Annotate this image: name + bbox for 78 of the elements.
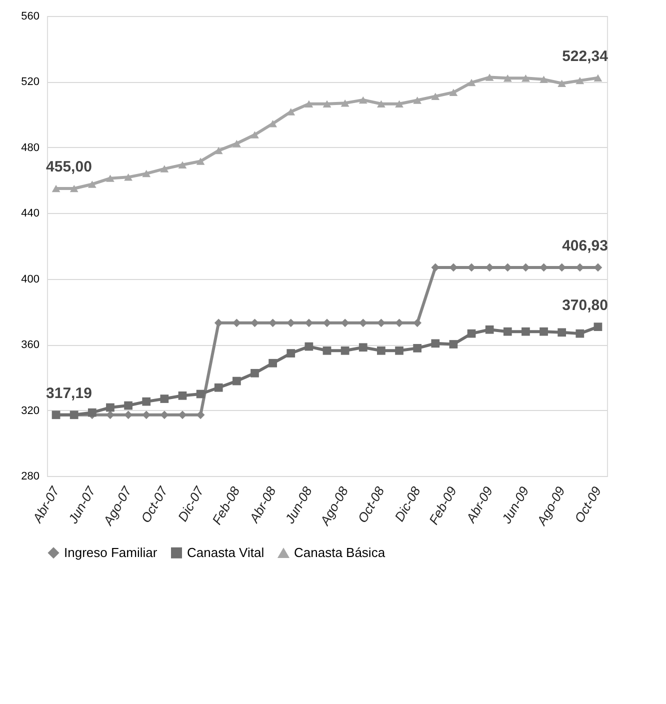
y-tick-label: 400: [21, 273, 40, 286]
point: [413, 344, 422, 352]
point: [340, 99, 350, 107]
point: [431, 92, 440, 100]
point: [178, 391, 187, 400]
point: [431, 339, 440, 348]
legend-label: Canasta Vital: [187, 544, 264, 560]
point: [576, 76, 584, 84]
legend-label: Ingreso Familiar: [64, 544, 158, 560]
point: [304, 100, 314, 108]
point: [106, 403, 114, 412]
point: [160, 394, 169, 403]
annotation: 522,34: [562, 48, 609, 65]
point: [142, 170, 151, 178]
y-tick-label: 320: [21, 404, 40, 417]
point: [503, 74, 512, 82]
point: [214, 383, 223, 392]
y-tick-label: 360: [21, 339, 40, 352]
point: [395, 318, 404, 328]
point: [558, 328, 566, 337]
point: [467, 329, 476, 338]
y-tick-label: 280: [21, 470, 40, 482]
point: [88, 408, 96, 417]
point: [413, 96, 422, 104]
point: [250, 368, 259, 378]
y-tick-label: 560: [21, 10, 40, 22]
point: [540, 327, 548, 336]
y-tick-label: 440: [21, 208, 40, 220]
annotation: 370,80: [562, 296, 608, 314]
point: [340, 346, 350, 355]
point: [358, 343, 368, 352]
point: [395, 346, 404, 355]
point: [395, 100, 404, 108]
point: [485, 74, 494, 81]
point: [449, 88, 458, 96]
point: [522, 327, 530, 336]
point: [503, 327, 512, 336]
point: [377, 346, 386, 355]
point: [70, 184, 78, 192]
point: [377, 100, 386, 108]
point: [232, 140, 241, 148]
point: [88, 180, 96, 188]
annotation: 406,93: [562, 237, 608, 254]
point: [214, 146, 223, 154]
point: [485, 325, 494, 334]
point: [124, 401, 132, 410]
point: [196, 390, 205, 398]
annotation: 455,00: [46, 158, 92, 176]
point: [196, 158, 205, 165]
point: [540, 76, 548, 84]
point: [594, 74, 602, 82]
point: [142, 397, 151, 406]
point: [304, 342, 314, 351]
point: [178, 161, 187, 168]
point: [268, 120, 277, 128]
point: [268, 358, 277, 368]
point: [160, 165, 169, 172]
point: [449, 340, 458, 348]
y-tick-label: 480: [21, 142, 40, 154]
point: [250, 318, 259, 328]
point: [576, 329, 584, 338]
point: [52, 184, 60, 192]
point: [106, 174, 114, 182]
point: [322, 100, 332, 108]
point: [594, 322, 602, 332]
point: [106, 410, 114, 420]
point: [558, 80, 566, 87]
point: [232, 376, 241, 386]
point: [286, 349, 296, 358]
annotation: 317,19: [46, 384, 92, 402]
point: [322, 346, 332, 355]
point: [522, 74, 530, 82]
y-tick-label: 520: [21, 76, 40, 88]
point: [467, 78, 476, 86]
point: [124, 174, 132, 181]
legend-label: Canasta Básica: [294, 545, 386, 560]
point: [250, 131, 259, 138]
point: [358, 96, 368, 104]
